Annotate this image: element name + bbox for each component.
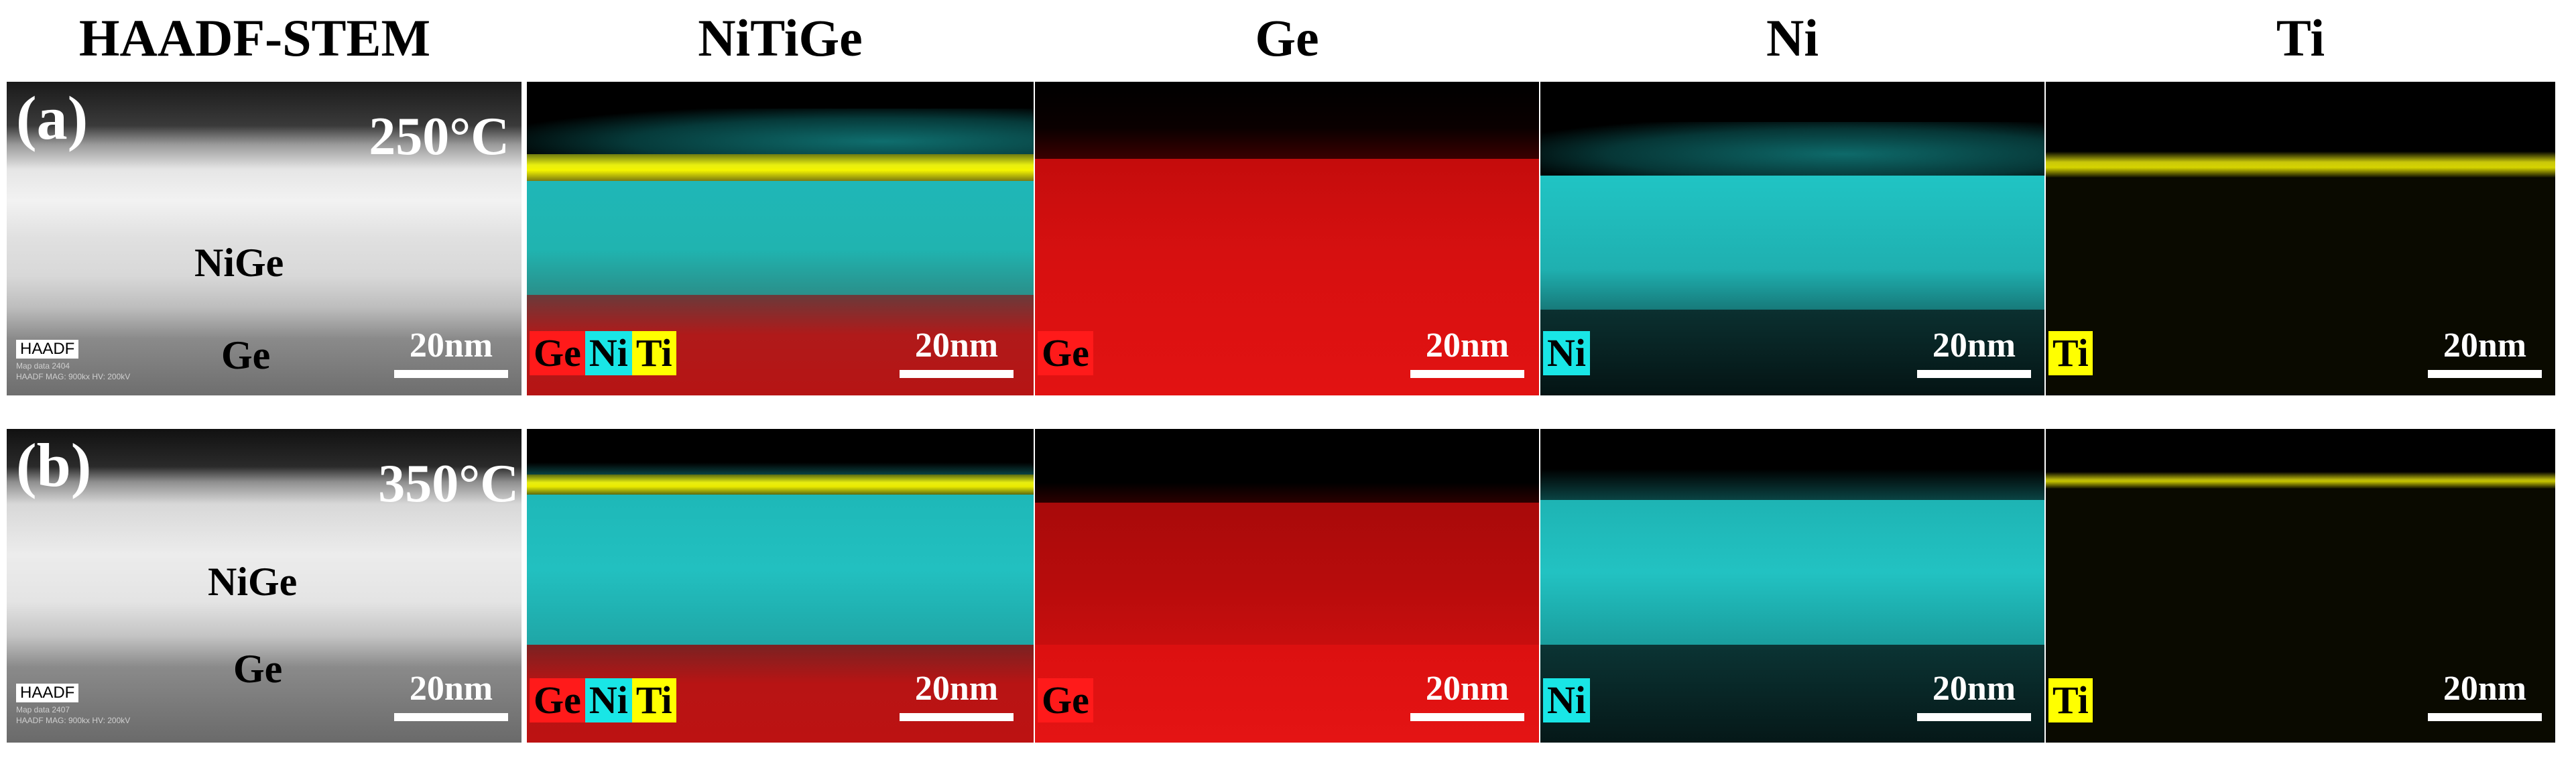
ge-map-a: Ge 20nm: [1035, 82, 1539, 395]
scale-bar-label: 20nm: [1932, 326, 2016, 365]
scale-bar: [900, 370, 1014, 378]
column-title-ge: Ge: [1255, 9, 1319, 67]
scale-bar-label: 20nm: [914, 326, 999, 365]
legend-ni: Ni: [585, 678, 632, 722]
scale-bar: [1410, 713, 1524, 721]
element-legend: Ni: [1543, 331, 1590, 375]
column-title-ni: Ni: [1766, 9, 1819, 67]
temperature-label: 350°C: [378, 454, 519, 513]
ge-map-b: Ge 20nm: [1035, 429, 1539, 743]
layer-label-ge: Ge: [233, 647, 283, 691]
scale-bar-label: 20nm: [2443, 326, 2527, 365]
row-label: (b): [16, 431, 92, 499]
layer-label-ge: Ge: [221, 333, 271, 377]
ti-map-a: Ti 20nm: [2046, 82, 2555, 395]
legend-ge: Ge: [1038, 331, 1093, 375]
scale-bar: [394, 370, 508, 378]
legend-ge: Ge: [1038, 678, 1093, 722]
ti-map-b: Ti 20nm: [2046, 429, 2555, 743]
legend-ni: Ni: [585, 331, 632, 375]
legend-ti: Ti: [631, 331, 676, 375]
scale-bar-label: 20nm: [409, 326, 493, 365]
legend-ni: Ni: [1543, 331, 1590, 375]
ni-map-b: Ni 20nm: [1540, 429, 2044, 743]
legend-ti: Ti: [2048, 331, 2093, 375]
scale-bar-label: 20nm: [1425, 670, 1510, 708]
scale-bar: [2428, 713, 2542, 721]
temperature-label: 250°C: [369, 107, 509, 166]
nitige-map-a: Ge Ni Ti 20nm: [527, 82, 1034, 395]
element-legend: Ni: [1543, 678, 1590, 722]
scale-bar: [1917, 370, 2031, 378]
element-legend: Ge: [1038, 678, 1093, 722]
row-label: (a): [16, 84, 88, 152]
scale-bar-label: 20nm: [1932, 670, 2016, 708]
scale-bar: [1410, 370, 1524, 378]
haadf-metadata-2: HAADF MAG: 900kx HV: 200kV: [16, 716, 131, 725]
legend-ti: Ti: [631, 678, 676, 722]
scale-bar: [2428, 370, 2542, 378]
haadf-mode-box: HAADF: [16, 684, 79, 702]
haadf-image-a: (a) 250°C NiGe Ge HAADF Map data 2404 HA…: [7, 82, 522, 395]
layer-label-nige: NiGe: [194, 241, 284, 285]
row-a: (a) 250°C NiGe Ge HAADF Map data 2404 HA…: [0, 82, 2576, 395]
haadf-metadata-1: Map data 2407: [16, 705, 70, 714]
legend-ge: Ge: [530, 331, 585, 375]
legend-ge: Ge: [530, 678, 585, 722]
column-title-nitige: NiTiGe: [698, 9, 863, 67]
haadf-image-b: (b) 350°C NiGe Ge HAADF Map data 2407 HA…: [7, 429, 522, 743]
element-legend: Ge: [1038, 331, 1093, 375]
haadf-metadata-1: Map data 2404: [16, 361, 70, 371]
legend-ti: Ti: [2048, 678, 2093, 722]
element-legend: Ti: [2048, 678, 2093, 722]
layer-label-nige: NiGe: [208, 560, 298, 604]
column-title-haadf: HAADF-STEM: [78, 9, 431, 67]
element-legend: Ge Ni Ti: [530, 678, 676, 722]
legend-ni: Ni: [1543, 678, 1590, 722]
scale-bar-label: 20nm: [409, 670, 493, 708]
scale-bar: [1917, 713, 2031, 721]
scale-bar-label: 20nm: [914, 670, 999, 708]
scale-bar: [900, 713, 1014, 721]
scale-bar-label: 20nm: [1425, 326, 1510, 365]
row-b: (b) 350°C NiGe Ge HAADF Map data 2407 HA…: [0, 429, 2576, 743]
nitige-map-b: Ge Ni Ti 20nm: [527, 429, 1034, 743]
element-legend: Ge Ni Ti: [530, 331, 676, 375]
scale-bar-label: 20nm: [2443, 670, 2527, 708]
ni-map-a: Ni 20nm: [1540, 82, 2044, 395]
scale-bar: [394, 713, 508, 721]
haadf-mode-box: HAADF: [16, 340, 79, 359]
haadf-metadata-2: HAADF MAG: 900kx HV: 200kV: [16, 372, 131, 381]
element-legend: Ti: [2048, 331, 2093, 375]
column-title-ti: Ti: [2276, 9, 2325, 67]
